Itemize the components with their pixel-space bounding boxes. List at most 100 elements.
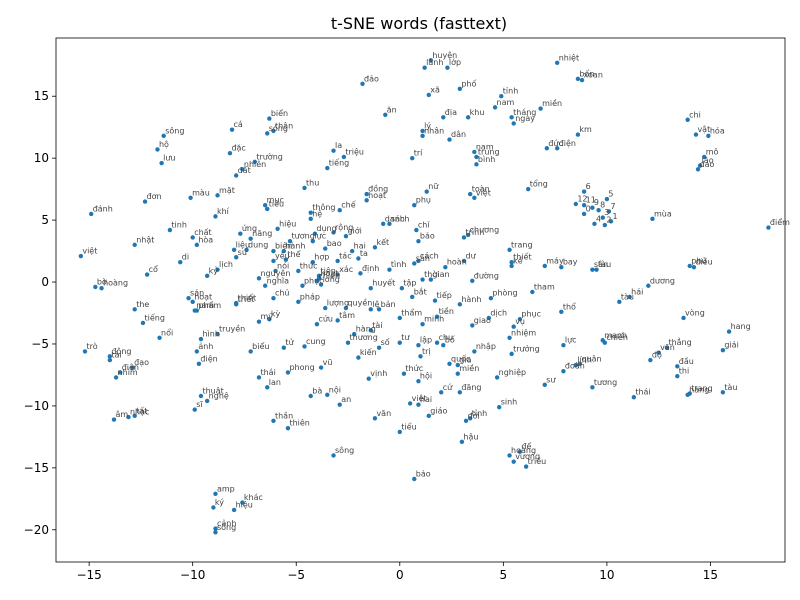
point-label: 6: [586, 182, 591, 191]
data-point: [414, 227, 419, 233]
data-point: [594, 267, 599, 272]
data-point: [240, 167, 245, 172]
data-point: [267, 317, 272, 322]
point-label: triết: [238, 294, 255, 304]
data-point: [325, 165, 330, 171]
point-label: mùa: [654, 209, 672, 218]
point-label: hang: [731, 322, 751, 331]
point-label: hai: [354, 242, 366, 251]
data-point: [581, 189, 587, 194]
point-label: huyện: [432, 50, 457, 60]
point-label: nội: [329, 384, 341, 394]
point-label: tất: [136, 405, 147, 415]
data-point: [496, 404, 502, 410]
point-label: tư: [401, 333, 410, 342]
point-label: kiến: [360, 347, 377, 357]
data-point: [604, 196, 610, 202]
point-label: vịnh: [370, 369, 387, 379]
point-label: truyền: [219, 324, 245, 334]
point-label: triệu: [345, 146, 364, 156]
data-point: [511, 324, 516, 329]
data-point: [693, 132, 699, 137]
data-point: [509, 263, 514, 269]
data-point: [144, 272, 150, 277]
data-point: [416, 238, 421, 244]
data-point: [410, 294, 415, 300]
y-tick-label: 0: [41, 275, 49, 289]
point-label: 4: [596, 214, 601, 223]
point-label: xoan: [584, 71, 603, 80]
data-point: [368, 307, 373, 312]
y-tick-label: −15: [24, 461, 49, 475]
data-point: [590, 205, 595, 210]
point-label: vòng: [685, 307, 705, 317]
y-tick-label: 15: [34, 89, 49, 103]
point-label: cứ: [443, 383, 453, 392]
point-label: 5: [608, 190, 613, 199]
point-label: ngày: [515, 114, 535, 123]
data-point: [397, 340, 402, 345]
data-point: [248, 236, 253, 241]
point-label: lý: [424, 121, 431, 130]
data-point: [685, 392, 690, 397]
data-point: [325, 392, 330, 397]
data-point: [157, 335, 162, 340]
data-point: [364, 198, 369, 203]
data-point: [256, 276, 262, 281]
point-label: ăn: [387, 105, 397, 114]
point-label: huyết: [372, 278, 395, 288]
data-point: [215, 267, 220, 272]
data-point: [118, 370, 123, 375]
point-label: đầu: [679, 356, 694, 366]
data-point: [194, 242, 200, 248]
data-point: [271, 258, 276, 264]
point-label: bốn: [579, 68, 594, 78]
data-point: [231, 247, 237, 253]
point-label: giao: [474, 316, 491, 325]
data-point: [575, 76, 581, 82]
point-label: vật: [697, 125, 710, 135]
data-point: [538, 106, 543, 111]
point-label: liệu: [236, 239, 250, 249]
data-point: [186, 295, 191, 301]
x-tick-label: −10: [180, 568, 205, 582]
data-point: [443, 264, 448, 270]
data-point: [159, 160, 164, 166]
data-point: [229, 127, 235, 132]
data-point: [335, 258, 340, 264]
data-point: [343, 234, 349, 239]
data-point: [248, 349, 253, 354]
point-label: định: [362, 264, 379, 274]
data-point: [227, 151, 233, 156]
data-point: [368, 328, 373, 333]
point-label: tàu: [724, 383, 737, 392]
point-label: lực: [314, 232, 326, 242]
point-label: tàu: [621, 292, 634, 301]
data-point: [352, 331, 357, 337]
data-point: [685, 117, 690, 122]
data-point: [602, 340, 608, 345]
point-label: trang: [691, 384, 712, 393]
point-label: nghệ: [209, 390, 229, 400]
data-point: [592, 221, 597, 227]
data-point: [650, 216, 655, 222]
data-point: [530, 289, 535, 295]
data-point: [233, 173, 239, 178]
point-label: hợp: [314, 253, 329, 262]
data-point: [488, 295, 494, 301]
data-point: [256, 319, 262, 324]
point-label: thiết: [238, 293, 256, 303]
data-point: [434, 340, 440, 345]
data-point: [285, 426, 291, 431]
point-label: nam: [476, 142, 494, 151]
data-point: [445, 65, 450, 70]
point-label: đức: [548, 139, 563, 148]
data-point: [687, 263, 692, 269]
point-label: đồng: [368, 184, 388, 194]
data-point: [648, 357, 653, 363]
data-point: [300, 283, 305, 288]
data-point: [331, 230, 336, 235]
point-label: hoàng: [103, 279, 128, 288]
point-label: vũ: [323, 358, 333, 367]
point-label: hải: [631, 286, 643, 296]
